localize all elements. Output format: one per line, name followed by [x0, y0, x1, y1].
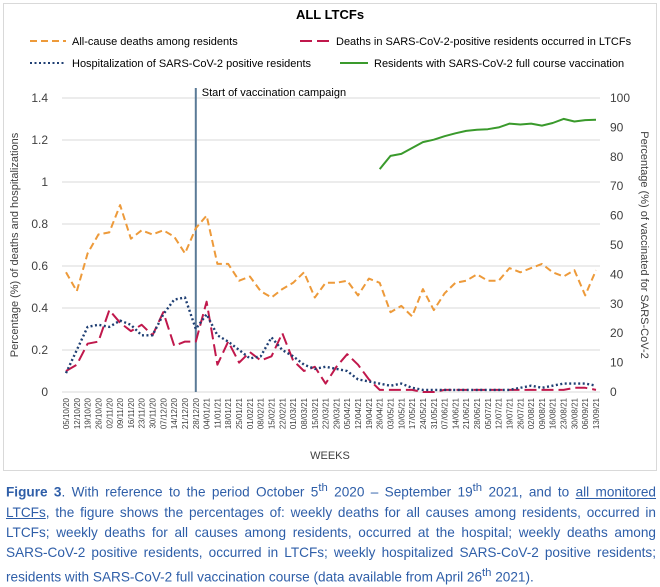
series-line-4	[378, 117, 597, 170]
x-tick-label: 26/10/20	[94, 397, 103, 429]
y-left-axis-label: Percentage (%) of deaths and hospitaliza…	[9, 132, 21, 357]
figure-caption: Figure 3. With reference to the period O…	[6, 478, 656, 587]
legend-label-2: Deaths in SARS-CoV-2-positive residents …	[336, 36, 632, 48]
x-tick-label: 05/07/21	[484, 397, 493, 429]
x-tick-label: 05/04/21	[343, 397, 352, 429]
x-tick-label: 07/06/21	[441, 397, 450, 429]
x-tick-label: 08/02/21	[257, 397, 266, 429]
line-chart: ALL LTCFs All-cause deaths among resident…	[9, 7, 650, 462]
y-right-tick-label: 20	[610, 326, 624, 340]
x-tick-label: 23/08/21	[560, 397, 569, 429]
x-tick-label: 19/10/20	[84, 397, 93, 429]
x-tick-label: 26/07/21	[516, 397, 525, 429]
caption-underlined-link: all monitored LTCFs	[6, 484, 656, 520]
x-tick-label: 02/11/20	[105, 397, 114, 428]
x-tick-label: 22/02/21	[278, 397, 287, 429]
x-tick-label: 15/03/21	[311, 397, 320, 429]
y-right-tick-label: 60	[610, 209, 624, 223]
x-tick-label: 16/08/21	[549, 397, 558, 429]
x-tick-label: 23/11/20	[138, 397, 147, 428]
chart-frame	[3, 3, 657, 471]
x-tick-label: 28/12/20	[192, 397, 201, 429]
caption-sup-2: th	[472, 482, 483, 494]
y-right-tick-label: 80	[610, 150, 624, 164]
x-tick-label: 18/01/21	[224, 397, 233, 429]
x-tick-label: 15/02/21	[268, 397, 277, 429]
x-tick-label: 19/07/21	[505, 397, 514, 429]
x-tick-label: 22/03/21	[322, 397, 331, 429]
caption-mid-1: 2020 – September 19	[327, 484, 473, 500]
y-left-tick-label: 1	[41, 175, 48, 189]
series-line-3	[64, 296, 597, 392]
x-tick-label: 21/06/21	[462, 397, 471, 429]
y-right-tick-label: 90	[610, 120, 624, 134]
y-right-tick-label: 40	[610, 267, 624, 281]
caption-rest-1: , the figure shows the percentages of: w…	[6, 504, 656, 585]
x-tick-label: 12/07/21	[495, 397, 504, 429]
y-right-tick-label: 100	[610, 91, 630, 105]
y-right-tick-label: 10	[610, 356, 624, 370]
legend-label-1: All-cause deaths among residents	[72, 36, 238, 48]
x-tick-label: 19/04/21	[365, 397, 374, 429]
x-tick-label: 08/03/21	[300, 397, 309, 429]
vaccination-start-annotation: Start of vaccination campaign	[202, 87, 346, 99]
y-left-tick-label: 0.4	[31, 301, 48, 315]
y-right-tick-label: 0	[610, 385, 617, 399]
caption-sup-3: th	[482, 566, 492, 579]
x-tick-label: 11/01/21	[213, 397, 222, 428]
x-tick-label: 01/03/21	[289, 397, 298, 429]
x-tick-label: 14/12/20	[170, 397, 179, 429]
x-tick-label: 05/10/20	[62, 397, 71, 429]
legend-label-4: Residents with SARS-CoV-2 full course va…	[374, 58, 624, 70]
y-left-tick-label: 0.2	[31, 343, 48, 357]
caption-intro: . With reference to the period October 5	[61, 484, 319, 500]
y-right-tick-label: 50	[610, 238, 624, 252]
x-tick-label: 21/12/20	[181, 397, 190, 429]
caption-figure-label: Figure 3	[6, 484, 62, 500]
x-tick-label: 09/11/20	[116, 397, 125, 428]
y-right-axis-label: Percentage (%) of vaccinated for SARS-Co…	[638, 131, 650, 358]
legend-label-3: Hospitalization of SARS-CoV-2 positive r…	[72, 58, 312, 70]
x-tick-label: 17/05/21	[408, 397, 417, 429]
chart-title: ALL LTCFs	[296, 7, 364, 22]
x-tick-label: 31/05/21	[430, 397, 439, 429]
y-right-tick-label: 30	[610, 297, 624, 311]
x-tick-label: 12/10/20	[73, 397, 82, 429]
x-tick-label: 28/06/21	[473, 397, 482, 429]
x-tick-label: 06/09/21	[581, 397, 590, 429]
series-line-2	[65, 300, 597, 393]
x-tick-label: 04/01/21	[203, 397, 212, 429]
x-tick-label: 16/11/20	[127, 397, 136, 428]
x-tick-label: 25/01/21	[235, 397, 244, 429]
x-tick-label: 13/09/21	[592, 397, 601, 429]
caption-mid-2: 2021, and to	[482, 484, 576, 500]
x-axis-label: WEEKS	[310, 450, 350, 462]
x-tick-label: 01/02/21	[246, 397, 255, 429]
x-tick-label: 09/08/21	[538, 397, 547, 429]
x-tick-label: 12/04/21	[354, 397, 363, 429]
caption-sup-1: th	[318, 482, 328, 494]
y-left-tick-label: 1.4	[31, 91, 48, 105]
y-left-tick-label: 0.6	[31, 259, 48, 273]
x-tick-label: 30/08/21	[570, 397, 579, 429]
x-tick-label: 30/11/20	[149, 397, 158, 428]
y-right-tick-label: 70	[610, 179, 624, 193]
series-line-1	[65, 204, 597, 318]
y-left-tick-label: 1.2	[31, 133, 48, 147]
x-tick-label: 26/04/21	[376, 397, 385, 429]
x-tick-label: 29/03/21	[332, 397, 341, 429]
x-tick-label: 07/12/20	[159, 397, 168, 429]
x-tick-label: 02/08/21	[527, 397, 536, 429]
y-left-tick-label: 0.8	[31, 217, 48, 231]
x-tick-label: 03/05/21	[386, 397, 395, 429]
x-tick-label: 24/05/21	[419, 397, 428, 429]
x-tick-label: 10/05/21	[397, 397, 406, 429]
x-tick-label: 14/06/21	[451, 397, 460, 429]
caption-rest-2: 2021).	[491, 569, 534, 585]
y-left-tick-label: 0	[41, 385, 48, 399]
